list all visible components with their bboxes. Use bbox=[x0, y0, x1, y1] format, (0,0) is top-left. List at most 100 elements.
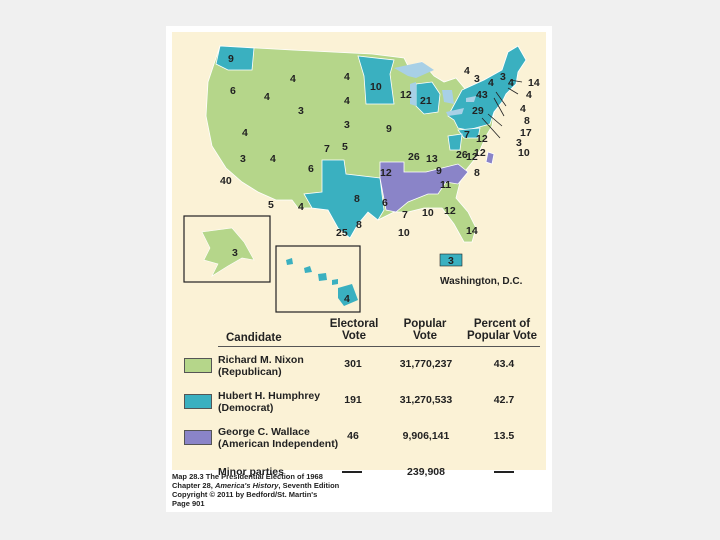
state-vote-label: 3 bbox=[298, 105, 304, 117]
wallace-states bbox=[379, 161, 469, 213]
header-popular-line1: Popular bbox=[403, 318, 447, 330]
state-vote-label: 4 bbox=[464, 65, 470, 77]
state-vote-label: 11 bbox=[440, 179, 451, 191]
nixon-electoral: 301 bbox=[344, 358, 362, 370]
header-electoral-vote: Electoral Vote bbox=[324, 318, 384, 342]
state-vote-label: 5 bbox=[268, 199, 274, 211]
figure-card: 9 4 4 6 4 4 10 3 12 21 3 4 5 9 3 4 6 7 26 13 26 40 12 9 12 8 11 5 4 8… bbox=[166, 26, 552, 512]
state-vote-label: 10 bbox=[398, 227, 410, 239]
header-percent-line1: Percent of bbox=[473, 318, 531, 330]
state-vote-label: 9 bbox=[386, 123, 392, 135]
caption-chapter: Chapter 28, bbox=[172, 481, 215, 490]
state-vote-label: 4 bbox=[344, 95, 350, 107]
state-vote-label: 5 bbox=[342, 141, 348, 153]
dc-swatch bbox=[439, 253, 463, 267]
hawaii-votes-label: 4 bbox=[344, 293, 350, 305]
minor-electoral-dash bbox=[342, 471, 362, 473]
state-vote-label: 6 bbox=[308, 163, 314, 175]
state-vote-label: 4 bbox=[526, 89, 532, 101]
state-vote-label: 4 bbox=[520, 103, 526, 115]
state-vote-label: 12 bbox=[380, 167, 392, 179]
washington-state bbox=[215, 45, 255, 71]
pointer-lines bbox=[481, 79, 523, 139]
state-vote-label: 26 bbox=[408, 151, 420, 163]
nixon-percent: 43.4 bbox=[493, 358, 515, 370]
west-virginia-state bbox=[447, 133, 463, 151]
humphrey-name: Hubert H. Humphrey bbox=[218, 390, 321, 402]
state-vote-label: 26 bbox=[456, 149, 468, 161]
dc-votes-label: 3 bbox=[448, 255, 454, 267]
state-vote-label: 7 bbox=[402, 209, 408, 221]
wallace-percent: 13.5 bbox=[493, 430, 515, 442]
state-vote-label: 10 bbox=[370, 81, 382, 93]
humphrey-candidate: Hubert H. Humphrey (Democrat) bbox=[218, 390, 320, 414]
dc-label: Washington, D.C. bbox=[440, 276, 523, 287]
state-vote-label: 25 bbox=[336, 227, 348, 239]
caption-line1: Map 28.3 The Presidential Election of 19… bbox=[172, 472, 323, 481]
state-vote-label: 12 bbox=[444, 205, 456, 217]
minnesota-state bbox=[357, 55, 395, 105]
state-vote-label: 17 bbox=[520, 127, 532, 139]
nixon-name: Richard M. Nixon bbox=[218, 354, 304, 366]
humphrey-swatch bbox=[184, 394, 212, 409]
state-vote-label: 4 bbox=[344, 71, 350, 83]
state-vote-label: 4 bbox=[508, 77, 514, 89]
state-vote-label: 21 bbox=[420, 95, 432, 107]
legend-row-humphrey: Hubert H. Humphrey (Democrat) 191 31,270… bbox=[172, 390, 546, 424]
state-vote-label: 3 bbox=[474, 73, 480, 85]
header-electoral-line2: Vote bbox=[341, 330, 367, 342]
alaska-votes-label: 3 bbox=[232, 247, 238, 259]
humphrey-popular: 31,270,533 bbox=[399, 394, 453, 406]
north-carolina-state bbox=[485, 151, 495, 165]
state-vote-label: 14 bbox=[466, 225, 478, 237]
state-vote-label: 12 bbox=[466, 151, 478, 163]
map-panel: 9 4 4 6 4 4 10 3 12 21 3 4 5 9 3 4 6 7 26 13 26 40 12 9 12 8 11 5 4 8… bbox=[172, 32, 546, 470]
wallace-name: George C. Wallace bbox=[218, 426, 310, 438]
legend-row-minor-parties: Minor parties 239,908 bbox=[172, 462, 546, 496]
legend-row-nixon: Richard M. Nixon (Republican) 301 31,770… bbox=[172, 354, 546, 388]
state-vote-label: 13 bbox=[426, 153, 438, 165]
wallace-swatch bbox=[184, 430, 212, 445]
header-divider bbox=[218, 346, 540, 347]
header-candidate: Candidate bbox=[226, 332, 282, 344]
state-vote-label: 10 bbox=[518, 147, 530, 159]
state-vote-label: 8 bbox=[356, 219, 362, 231]
state-vote-label: 6 bbox=[230, 85, 236, 97]
state-vote-label: 9 bbox=[436, 165, 442, 177]
nixon-swatch bbox=[184, 358, 212, 373]
state-vote-label: 29 bbox=[472, 105, 484, 117]
state-vote-label: 4 bbox=[488, 77, 494, 89]
caption-page: Page 901 bbox=[172, 499, 205, 508]
humphrey-percent: 42.7 bbox=[493, 394, 515, 406]
humphrey-party: (Democrat) bbox=[218, 402, 274, 414]
state-vote-label: 3 bbox=[516, 137, 522, 149]
state-vote-label: 12 bbox=[400, 89, 412, 101]
state-vote-label: 6 bbox=[382, 197, 388, 209]
caption-edition: , Seventh Edition bbox=[278, 481, 340, 490]
state-vote-label: 8 bbox=[524, 115, 530, 127]
state-vote-label: 4 bbox=[298, 201, 304, 213]
state-vote-label: 10 bbox=[422, 207, 434, 219]
great-lakes bbox=[394, 62, 476, 116]
header-electoral-line1: Electoral bbox=[329, 318, 379, 330]
caption-copyright: Copyright © 2011 by Bedford/St. Martin's bbox=[172, 490, 318, 499]
header-percent-popular-vote: Percent of Popular Vote bbox=[460, 318, 544, 342]
state-vote-label: 40 bbox=[220, 175, 232, 187]
state-vote-label: 7 bbox=[464, 129, 470, 141]
minor-popular: 239,908 bbox=[407, 466, 445, 478]
figure-caption: Map 28.3 The Presidential Election of 19… bbox=[172, 472, 339, 508]
minor-percent-dash bbox=[494, 471, 514, 473]
state-vote-label: 14 bbox=[528, 77, 540, 89]
nixon-candidate: Richard M. Nixon (Republican) bbox=[218, 354, 304, 378]
header-popular-line2: Vote bbox=[412, 330, 438, 342]
texas-state bbox=[303, 159, 385, 239]
state-vote-label: 43 bbox=[476, 89, 488, 101]
header-popular-vote: Popular Vote bbox=[394, 318, 456, 342]
caption-line2: Chapter 28, America's History, Seventh E… bbox=[172, 481, 339, 490]
wallace-candidate: George C. Wallace (American Independent) bbox=[218, 426, 338, 450]
alaska-shape bbox=[201, 227, 255, 277]
wallace-electoral: 46 bbox=[347, 430, 359, 442]
wallace-popular: 9,906,141 bbox=[402, 430, 450, 442]
